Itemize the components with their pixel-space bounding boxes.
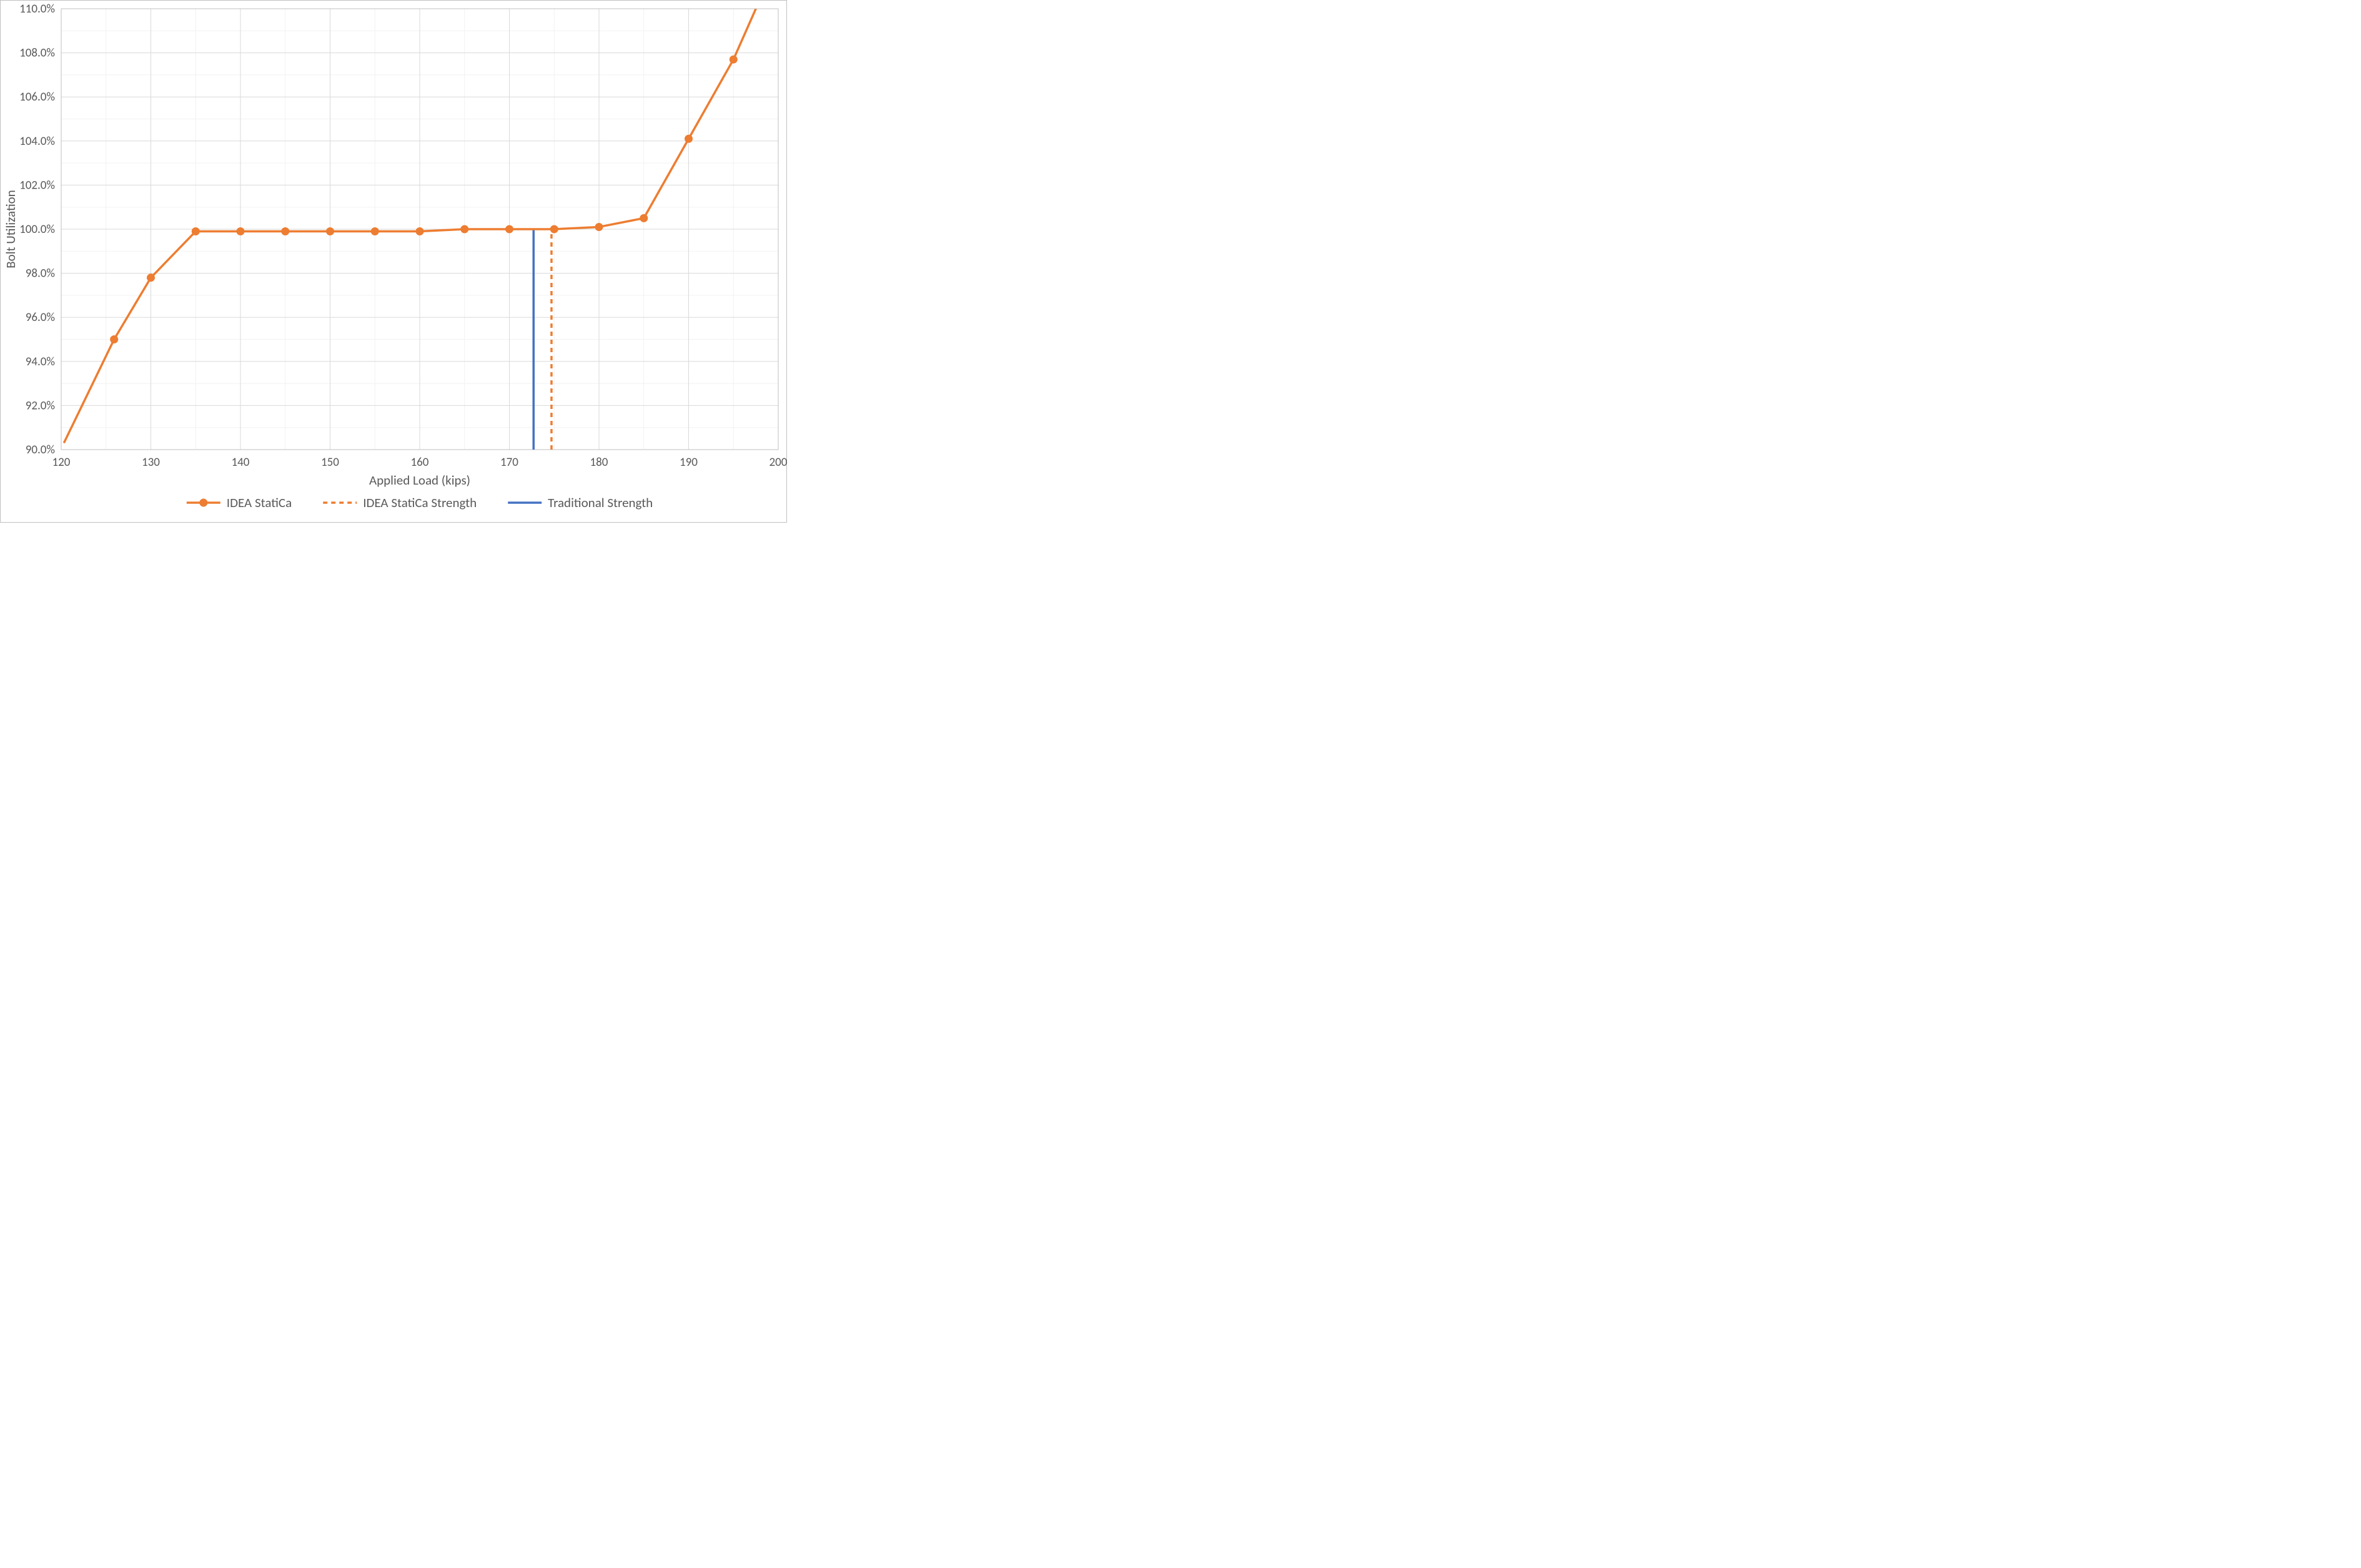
x-tick-label: 180	[590, 455, 608, 470]
legend-label: IDEA StatiCa	[227, 495, 292, 511]
series-idea-statica-marker	[550, 225, 558, 233]
x-tick-label: 120	[52, 455, 71, 470]
series-idea-statica-marker	[111, 336, 118, 343]
y-tick-label: 90.0%	[26, 443, 55, 457]
y-tick-label: 100.0%	[19, 222, 55, 237]
legend-label: Traditional Strength	[548, 495, 653, 511]
y-tick-label: 106.0%	[19, 90, 55, 104]
y-tick-label: 104.0%	[19, 134, 55, 149]
y-tick-label: 98.0%	[26, 267, 55, 281]
y-tick-label: 92.0%	[26, 398, 55, 413]
x-tick-label: 130	[142, 455, 160, 470]
x-tick-label: 200	[770, 455, 787, 470]
x-tick-label: 160	[411, 455, 429, 470]
legend-item: Traditional Strength	[508, 495, 653, 511]
chart-svg: 120 130 140 150 160 170 180 190 200 90.0% 92.0% 94.…	[0, 0, 787, 523]
chart-container: 120 130 140 150 160 170 180 190 200 90.0% 92.0% 94.…	[0, 0, 787, 523]
y-tick-label: 96.0%	[26, 310, 55, 325]
series-idea-statica-marker	[730, 56, 737, 63]
y-tick-label: 94.0%	[26, 355, 55, 369]
y-tick-label: 108.0%	[19, 46, 55, 61]
series-idea-statica-marker	[371, 228, 379, 235]
y-tick-label: 110.0%	[19, 2, 55, 16]
series-idea-statica-marker	[147, 274, 155, 282]
x-axis-label: Applied Load (kips)	[369, 472, 470, 488]
series-idea-statica-marker	[416, 228, 423, 235]
legend: IDEA StatiCa IDEA StatiCa Strength Traditi…	[187, 495, 653, 511]
x-tick-label: 170	[500, 455, 518, 470]
x-tick-label: 150	[321, 455, 339, 470]
series-idea-statica-marker	[282, 228, 289, 235]
x-tick-label: 140	[232, 455, 250, 470]
x-tick-label: 190	[680, 455, 698, 470]
series-idea-statica-marker	[506, 225, 513, 233]
series-idea-statica-marker	[685, 135, 693, 142]
series-idea-statica-marker	[595, 223, 603, 230]
series-idea-statica-marker	[327, 228, 334, 235]
legend-item: IDEA StatiCa	[187, 495, 292, 511]
y-tick-label: 102.0%	[19, 178, 55, 192]
series-idea-statica-marker	[237, 228, 244, 235]
series-idea-statica-marker	[461, 225, 468, 233]
series-idea-statica-marker	[640, 214, 648, 222]
series-idea-statica-marker	[192, 228, 199, 235]
legend-label: IDEA StatiCa Strength	[363, 495, 477, 511]
legend-item: IDEA StatiCa Strength	[323, 495, 477, 511]
y-axis-label: Bolt Utilization	[2, 190, 19, 269]
